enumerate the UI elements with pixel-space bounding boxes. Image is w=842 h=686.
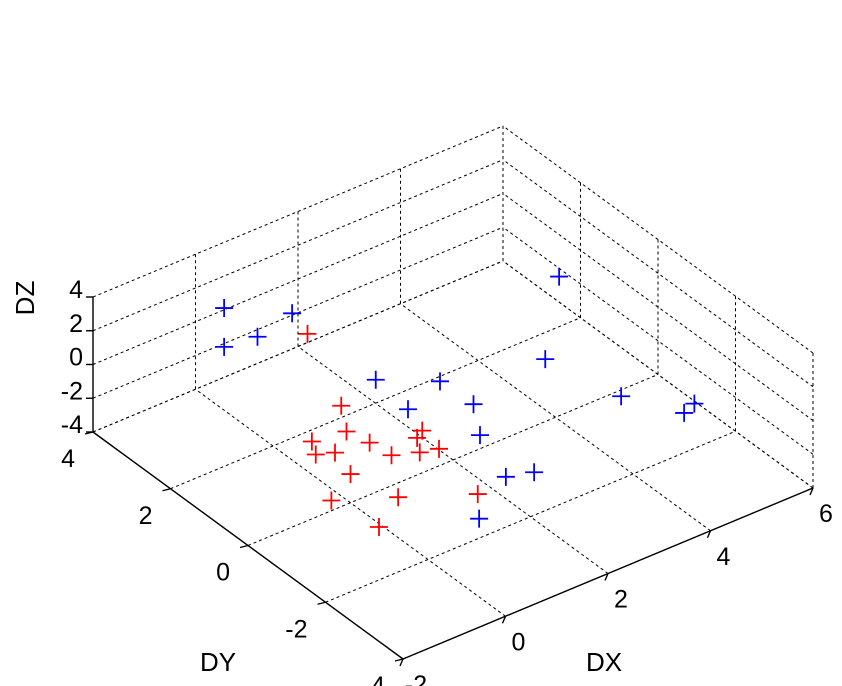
tick-labels: -2 0 2 4 6 -4 -2 0 2 4 -4 -2 0 2 4 [61, 276, 833, 686]
z-tick-label: 0 [69, 344, 83, 372]
z-tick-label: -2 [61, 377, 83, 405]
floor-grid-line [195, 388, 506, 617]
x-tick-label: 4 [717, 543, 731, 571]
z-axis-label: DZ [10, 281, 40, 316]
y-tick-label: -4 [363, 672, 385, 686]
floor-grid-line [247, 374, 659, 546]
data-point-marker [322, 491, 341, 510]
y-tick-label: -2 [285, 615, 307, 643]
y-tick-label: 4 [61, 445, 75, 473]
side-wall-grid-line [502, 159, 814, 388]
back-wall-grid-line [92, 260, 504, 433]
data-point-marker [536, 350, 555, 369]
side-wall-grid-line [502, 226, 814, 455]
side-wall-grid-line [502, 125, 814, 354]
data-point-marker [410, 443, 429, 462]
data-point-marker [685, 394, 704, 413]
x-tick-label: 6 [819, 500, 833, 528]
data-point-marker [337, 422, 356, 441]
data-point-marker [370, 517, 388, 536]
y-tick-label: 0 [216, 559, 230, 587]
side-wall-grid-line [502, 193, 814, 421]
z-tick-label: -4 [61, 411, 83, 439]
x-tick-label: 0 [512, 628, 526, 656]
data-point-marker [215, 299, 234, 318]
y-tick-mark [162, 488, 171, 492]
data-point-marker [341, 465, 360, 484]
data-point-marker [496, 467, 515, 486]
x-tick-mark [501, 615, 507, 624]
axes [84, 296, 814, 667]
data-point-marker [471, 426, 489, 445]
floor-grid-line [170, 317, 581, 490]
data-markers [215, 267, 704, 536]
grid-lines [92, 125, 814, 660]
y-tick-label: 2 [139, 502, 153, 530]
x-axis-label: DX [586, 647, 622, 677]
y-tick-mark [317, 601, 326, 605]
data-point-marker [389, 488, 408, 507]
floor-grid-line [325, 430, 736, 603]
data-point-marker [326, 443, 344, 462]
x-tick-mark [809, 487, 814, 496]
back-wall-grid-line [92, 159, 504, 332]
data-point-marker [360, 433, 379, 452]
back-wall-grid-line [92, 125, 504, 298]
back-wall-grid-line [92, 193, 504, 365]
data-point-marker [468, 485, 487, 504]
data-point-marker [215, 337, 234, 356]
x-tick-mark [706, 530, 712, 539]
x-tick-label: 2 [614, 586, 628, 614]
x-tick-label: -2 [405, 671, 427, 686]
data-point-marker [399, 400, 417, 419]
y-tick-mark [394, 658, 404, 662]
side-wall-grid-line [502, 260, 814, 489]
floor-grid-line [400, 303, 711, 532]
data-point-marker [366, 370, 385, 389]
y-axis-label: DY [200, 647, 236, 677]
data-point-marker [675, 403, 694, 422]
data-point-marker [464, 395, 483, 414]
x-tick-mark [399, 658, 404, 667]
data-point-marker [431, 372, 449, 391]
data-point-marker [298, 324, 317, 343]
z-tick-label: 2 [69, 310, 83, 338]
x-tick-mark [604, 573, 609, 581]
data-point-marker [283, 304, 302, 323]
data-point-marker [470, 509, 489, 528]
data-point-marker [408, 428, 427, 447]
data-point-marker [525, 463, 544, 482]
z-tick-label: 4 [69, 276, 83, 304]
data-point-marker [306, 445, 325, 464]
data-point-marker [430, 439, 448, 458]
data-point-marker [248, 327, 267, 346]
data-point-marker [382, 446, 401, 465]
data-point-marker [332, 396, 351, 415]
data-point-marker [302, 432, 321, 451]
data-point-marker [612, 387, 631, 406]
data-point-marker [550, 267, 569, 286]
y-tick-mark [239, 544, 249, 549]
